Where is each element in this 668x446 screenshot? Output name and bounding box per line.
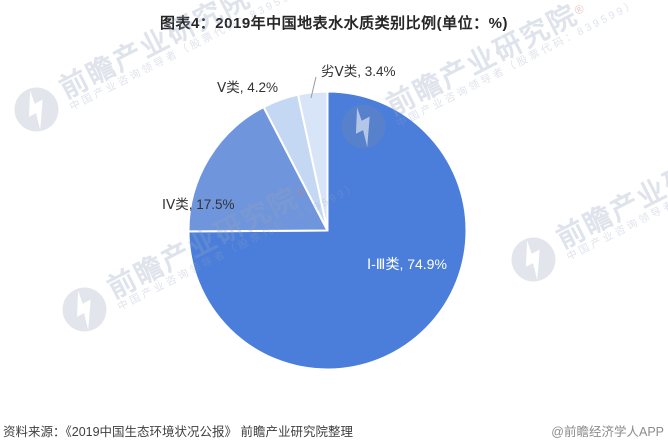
slice-label-class4: ⅠⅤ类, 17.5% bbox=[162, 197, 235, 212]
label-leader-line bbox=[310, 76, 317, 99]
source-note: 资料来源：《2019中国生态环境状况公报》 前瞻产业研究院整理 bbox=[3, 425, 354, 439]
credit-note: @前瞻经济学人APP bbox=[551, 425, 664, 439]
chart-title: 图表4：2019年中国地表水水质类别比例(单位：%) bbox=[159, 15, 509, 32]
slice-label-class5: Ⅴ类, 4.2% bbox=[217, 80, 279, 95]
slice-label-class1-3: Ⅰ-Ⅲ类, 74.9% bbox=[367, 256, 447, 272]
pie-slice-0 bbox=[187, 90, 468, 371]
chart-footer: 资料来源：《2019中国生态环境状况公报》 前瞻产业研究院整理 @前瞻经济学人A… bbox=[0, 421, 668, 440]
pie-slice-1 bbox=[187, 106, 329, 233]
slice-label-worse-than-5: 劣Ⅴ类, 3.4% bbox=[321, 64, 396, 79]
